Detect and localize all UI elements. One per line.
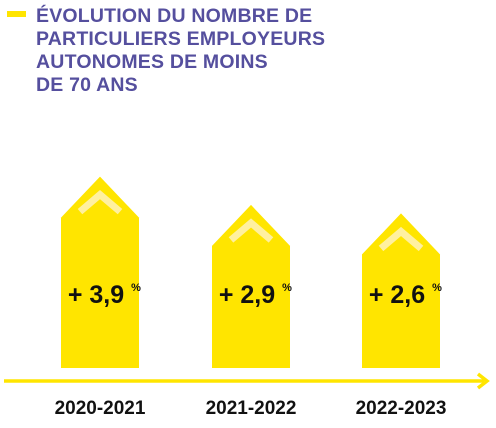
x-tick-label-2020-2021: 2020-2021	[54, 398, 146, 419]
bar-2020-2021	[61, 176, 139, 368]
x-tick-label-2022-2023: 2022-2023	[355, 398, 447, 419]
data-label-unit-2021-2022: %	[282, 282, 292, 294]
data-label-unit-2022-2023: %	[432, 282, 442, 294]
data-label-2021-2022: + 2,9	[219, 281, 275, 309]
chart-title-line-2: PARTICULIERS EMPLOYEURS	[36, 28, 326, 50]
bar-chevron-2022-2023	[378, 226, 424, 252]
chart-title-line-3: AUTONOMES DE MOINS	[36, 51, 268, 73]
chart-title-line-4: DE 70 ANS	[36, 74, 138, 96]
chart-title-line-1: ÉVOLUTION DU NOMBRE DE	[36, 5, 313, 27]
bar-2021-2022	[212, 204, 290, 368]
bar-chevron-2021-2022	[228, 218, 274, 243]
bar-chevron-2020-2021	[77, 190, 123, 215]
x-axis-arrowhead	[476, 372, 490, 390]
data-label-2022-2023: + 2,6	[369, 281, 425, 309]
bar-2022-2023	[362, 213, 440, 368]
data-label-unit-2020-2021: %	[131, 282, 141, 294]
chart-title: ÉVOLUTION DU NOMBRE DE PARTICULIERS EMPL…	[36, 5, 325, 97]
title-dash	[7, 11, 26, 17]
data-label-2020-2021: + 3,9	[68, 281, 124, 309]
x-tick-label-2021-2022: 2021-2022	[205, 398, 297, 419]
